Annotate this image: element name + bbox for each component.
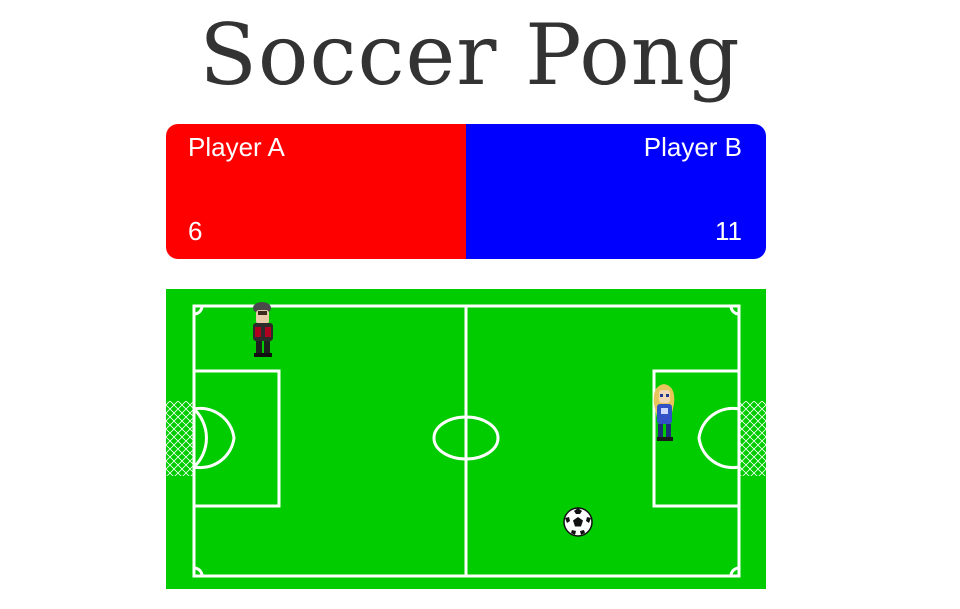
corner-arc-bl bbox=[193, 566, 204, 577]
soccer-field[interactable] bbox=[166, 289, 766, 589]
game-title: Soccer Pong bbox=[199, 6, 741, 104]
scoreboard: Player A 6 Player B 11 bbox=[166, 124, 766, 259]
player-b-panel: Player B 11 bbox=[466, 124, 766, 259]
center-circle bbox=[432, 415, 500, 461]
player-a-score: 6 bbox=[188, 216, 203, 246]
left-penalty-arc bbox=[192, 406, 236, 470]
field-canvas[interactable] bbox=[166, 289, 766, 589]
player-a-panel: Player A 6 bbox=[166, 124, 466, 259]
corner-arc-br bbox=[729, 566, 740, 577]
soccer-ball-icon[interactable] bbox=[563, 507, 593, 537]
player-b-sprite[interactable] bbox=[653, 384, 675, 441]
left-goal-net bbox=[166, 401, 194, 476]
player-b-score: 11 bbox=[715, 216, 742, 246]
player-a-name: Player A bbox=[188, 132, 285, 162]
right-goal-net bbox=[739, 401, 766, 476]
player-a-sprite[interactable] bbox=[253, 302, 273, 357]
right-penalty-arc bbox=[697, 406, 740, 470]
player-b-name: Player B bbox=[643, 132, 742, 162]
corner-arc-tr bbox=[729, 305, 740, 316]
corner-arc-tl bbox=[193, 305, 204, 316]
